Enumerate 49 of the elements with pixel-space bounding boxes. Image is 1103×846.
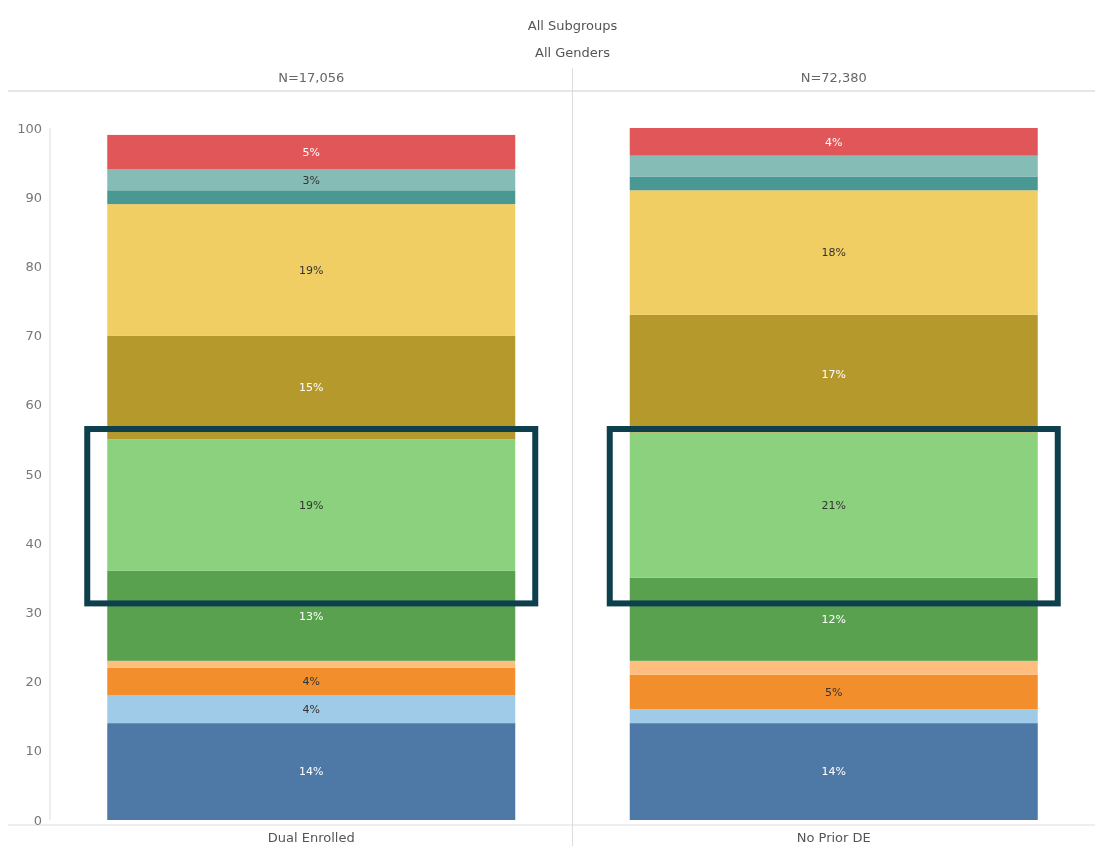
bar [629, 176, 1038, 191]
bar [107, 695, 516, 724]
bar [629, 660, 1038, 675]
data-label: 3% [302, 173, 320, 187]
bar [107, 190, 516, 205]
data-label: 5% [825, 685, 843, 699]
y-tick-label: 60 [25, 397, 42, 413]
chart-title: All Subgroups [527, 18, 618, 33]
bar [107, 667, 516, 696]
x-tick-label: No Prior DE [796, 830, 871, 845]
y-tick-label: 90 [25, 189, 42, 205]
data-label: 14% [299, 765, 324, 779]
y-tick-label: 30 [25, 604, 42, 620]
data-label: 4% [302, 675, 320, 689]
y-tick-label: 20 [25, 674, 42, 690]
bar [107, 134, 516, 170]
text: N=72,380 [800, 70, 867, 85]
y-tick-label: 0 [33, 812, 42, 828]
data-label: 17% [821, 367, 846, 381]
bar [107, 660, 516, 668]
data-label: 18% [821, 246, 846, 260]
y-tick-label: 70 [25, 328, 42, 344]
data-label: 15% [299, 381, 324, 395]
data-label: 21% [821, 498, 846, 512]
chart-subtitle: All Genders [535, 45, 611, 60]
data-label: 4% [302, 703, 320, 717]
data-label: 5% [302, 146, 320, 160]
y-tick-label: 100 [17, 120, 42, 136]
bar [629, 674, 1038, 710]
bar [107, 169, 516, 191]
data-label: 13% [299, 609, 324, 623]
y-tick-label: 80 [25, 258, 42, 274]
bar [629, 709, 1038, 724]
bar [107, 723, 516, 820]
bar [629, 723, 1038, 820]
bar [107, 204, 516, 336]
text: N=17,056 [278, 70, 345, 85]
bar [629, 128, 1038, 156]
y-tick-label: 40 [25, 535, 42, 551]
data-label: 12% [821, 613, 846, 627]
x-tick-label: Dual Enrolled [267, 830, 355, 845]
data-label: 4% [825, 135, 843, 149]
y-tick-label: 10 [25, 743, 42, 759]
data-label: 19% [299, 263, 324, 277]
bar [629, 190, 1038, 315]
data-label: 14% [821, 765, 846, 779]
data-label: 19% [299, 498, 324, 512]
y-tick-label: 50 [25, 466, 42, 482]
bar [629, 155, 1038, 177]
